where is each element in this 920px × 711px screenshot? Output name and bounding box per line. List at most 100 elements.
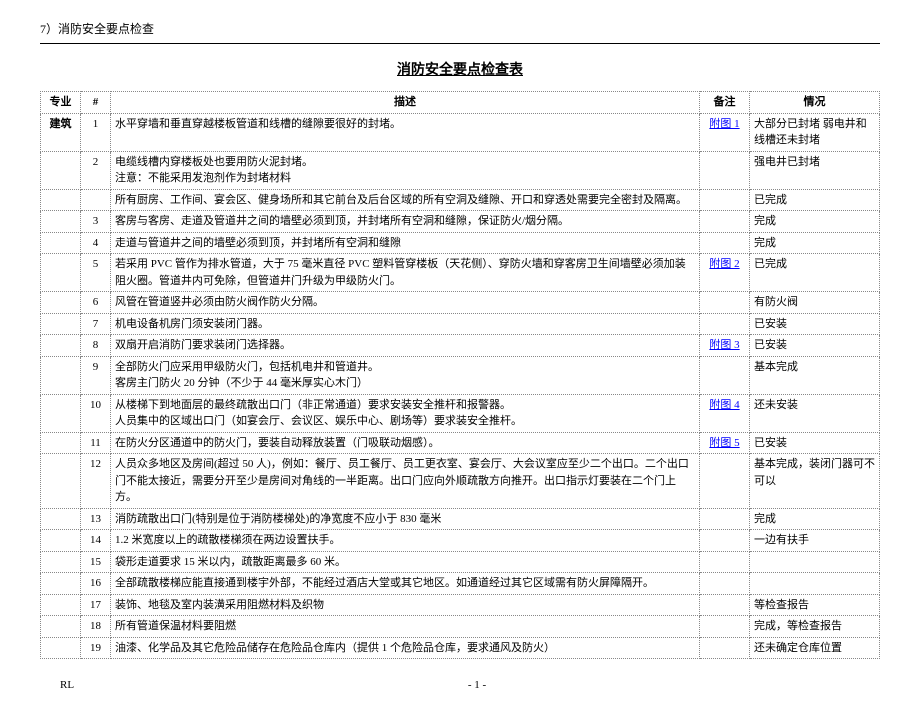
cell-num: 14 (81, 530, 111, 552)
table-row: 9全部防火门应采用甲级防火门，包括机电井和管道井。 客房主门防火 20 分钟（不… (41, 356, 880, 394)
page-header: 7）消防安全要点检查 (40, 20, 880, 44)
cell-note: 附图 3 (700, 335, 750, 357)
cell-note (700, 573, 750, 595)
cell-num: 6 (81, 292, 111, 314)
cell-desc: 双扇开启消防门要求装闭门选择器。 (111, 335, 700, 357)
table-body: 建筑1水平穿墙和垂直穿越楼板管道和线槽的缝隙要很好的封堵。附图 1大部分已封堵 … (41, 113, 880, 659)
cell-num: 10 (81, 394, 111, 432)
cell-status: 已完成 (750, 189, 880, 211)
col-header-note: 备注 (700, 92, 750, 114)
table-row: 3客房与客房、走道及管道井之间的墙壁必须到顶，并封堵所有空洞和缝隙，保证防火/烟… (41, 211, 880, 233)
cell-desc: 从楼梯下到地面层的最终疏散出口门（非正常通道）要求安装安全推杆和报警器。 人员集… (111, 394, 700, 432)
table-row: 5若采用 PVC 管作为排水管道，大于 75 毫米直径 PVC 塑料管穿楼板（天… (41, 254, 880, 292)
cell-status: 强电井已封堵 (750, 151, 880, 189)
cell-category (41, 530, 81, 552)
table-row: 17装饰、地毯及室内装潢采用阻燃材料及织物 等检查报告 (41, 594, 880, 616)
cell-desc: 若采用 PVC 管作为排水管道，大于 75 毫米直径 PVC 塑料管穿楼板（天花… (111, 254, 700, 292)
table-row: 12人员众多地区及房间(超过 50 人)，例如：餐厅、员工餐厅、员工更衣室、宴会… (41, 454, 880, 509)
table-row: 10从楼梯下到地面层的最终疏散出口门（非正常通道）要求安装安全推杆和报警器。 人… (41, 394, 880, 432)
cell-desc: 全部疏散楼梯应能直接通到楼宇外部，不能经过酒店大堂或其它地区。如通道经过其它区域… (111, 573, 700, 595)
cell-category (41, 356, 81, 394)
col-header-category: 专业 (41, 92, 81, 114)
table-row: 6风管在管道竖井必须由防火阀作防火分隔。有防火阀 (41, 292, 880, 314)
cell-num: 15 (81, 551, 111, 573)
attachment-link[interactable]: 附图 5 (709, 437, 739, 449)
table-row: 18所有管道保温材料要阻燃 完成，等检查报告 (41, 616, 880, 638)
cell-category (41, 637, 81, 659)
cell-status (750, 551, 880, 573)
cell-num: 3 (81, 211, 111, 233)
cell-status (750, 573, 880, 595)
cell-note (700, 637, 750, 659)
cell-num: 19 (81, 637, 111, 659)
table-row: 建筑1水平穿墙和垂直穿越楼板管道和线槽的缝隙要很好的封堵。附图 1大部分已封堵 … (41, 113, 880, 151)
attachment-link[interactable]: 附图 1 (709, 118, 739, 130)
cell-desc: 所有管道保温材料要阻燃 (111, 616, 700, 638)
table-row: 7机电设备机房门须安装闭门器。 已安装 (41, 313, 880, 335)
cell-note (700, 454, 750, 509)
cell-status: 有防火阀 (750, 292, 880, 314)
cell-status: 基本完成 (750, 356, 880, 394)
cell-status: 完成，等检查报告 (750, 616, 880, 638)
cell-status: 大部分已封堵 弱电井和线槽还未封堵 (750, 113, 880, 151)
cell-category (41, 211, 81, 233)
cell-num: 8 (81, 335, 111, 357)
cell-desc: 1.2 米宽度以上的疏散楼梯须在两边设置扶手。 (111, 530, 700, 552)
checklist-table: 专业 # 描述 备注 情况 建筑1水平穿墙和垂直穿越楼板管道和线槽的缝隙要很好的… (40, 91, 880, 659)
cell-num: 12 (81, 454, 111, 509)
cell-note (700, 189, 750, 211)
cell-status: 完成 (750, 508, 880, 530)
cell-num: 2 (81, 151, 111, 189)
cell-status: 已完成 (750, 254, 880, 292)
attachment-link[interactable]: 附图 3 (709, 339, 739, 351)
section-label: 7）消防安全要点检查 (40, 22, 154, 36)
table-row: 2电缆线槽内穿楼板处也要用防火泥封堵。 注意：不能采用发泡剂作为封堵材料 强电井已… (41, 151, 880, 189)
cell-note (700, 232, 750, 254)
cell-desc: 在防火分区通道中的防火门，要装自动释放装置（门吸联动烟感）。 (111, 432, 700, 454)
table-row: 13消防疏散出口门(特别是位于消防楼梯处)的净宽度不应小于 830 毫米完成 (41, 508, 880, 530)
footer-left: RL (40, 679, 74, 691)
cell-num: 1 (81, 113, 111, 151)
cell-num: 7 (81, 313, 111, 335)
table-row: 15袋形走道要求 15 米以内，疏散距离最多 60 米。 (41, 551, 880, 573)
cell-category (41, 616, 81, 638)
document-title: 消防安全要点检查表 (40, 59, 880, 79)
cell-note: 附图 4 (700, 394, 750, 432)
cell-category (41, 313, 81, 335)
cell-desc: 人员众多地区及房间(超过 50 人)，例如：餐厅、员工餐厅、员工更衣室、宴会厅、… (111, 454, 700, 509)
attachment-link[interactable]: 附图 2 (709, 258, 739, 270)
cell-desc: 油漆、化学品及其它危险品储存在危险品仓库内（提供 1 个危险品仓库，要求通风及防… (111, 637, 700, 659)
cell-desc: 电缆线槽内穿楼板处也要用防火泥封堵。 注意：不能采用发泡剂作为封堵材料 (111, 151, 700, 189)
cell-status: 完成 (750, 211, 880, 233)
table-header-row: 专业 # 描述 备注 情况 (41, 92, 880, 114)
cell-num: 5 (81, 254, 111, 292)
cell-status: 还未确定仓库位置 (750, 637, 880, 659)
cell-category (41, 594, 81, 616)
cell-category (41, 573, 81, 595)
cell-status: 已安装 (750, 313, 880, 335)
cell-desc: 走道与管道井之间的墙壁必须到顶，并封堵所有空洞和缝隙 (111, 232, 700, 254)
cell-desc: 装饰、地毯及室内装潢采用阻燃材料及织物 (111, 594, 700, 616)
cell-category (41, 189, 81, 211)
cell-num: 18 (81, 616, 111, 638)
cell-desc: 袋形走道要求 15 米以内，疏散距离最多 60 米。 (111, 551, 700, 573)
cell-category (41, 454, 81, 509)
cell-status: 已安装 (750, 335, 880, 357)
cell-status: 完成 (750, 232, 880, 254)
cell-category (41, 151, 81, 189)
cell-status: 已安装 (750, 432, 880, 454)
cell-category: 建筑 (41, 113, 81, 151)
cell-desc: 所有厨房、工作间、宴会区、健身场所和其它前台及后台区域的所有空洞及缝隙、开口和穿… (111, 189, 700, 211)
cell-desc: 机电设备机房门须安装闭门器。 (111, 313, 700, 335)
cell-note (700, 151, 750, 189)
cell-note (700, 551, 750, 573)
cell-category (41, 232, 81, 254)
cell-category (41, 551, 81, 573)
table-row: 所有厨房、工作间、宴会区、健身场所和其它前台及后台区域的所有空洞及缝隙、开口和穿… (41, 189, 880, 211)
col-header-status: 情况 (750, 92, 880, 114)
cell-category (41, 335, 81, 357)
cell-num: 17 (81, 594, 111, 616)
cell-status: 等检查报告 (750, 594, 880, 616)
attachment-link[interactable]: 附图 4 (709, 399, 739, 411)
cell-status: 还未安装 (750, 394, 880, 432)
